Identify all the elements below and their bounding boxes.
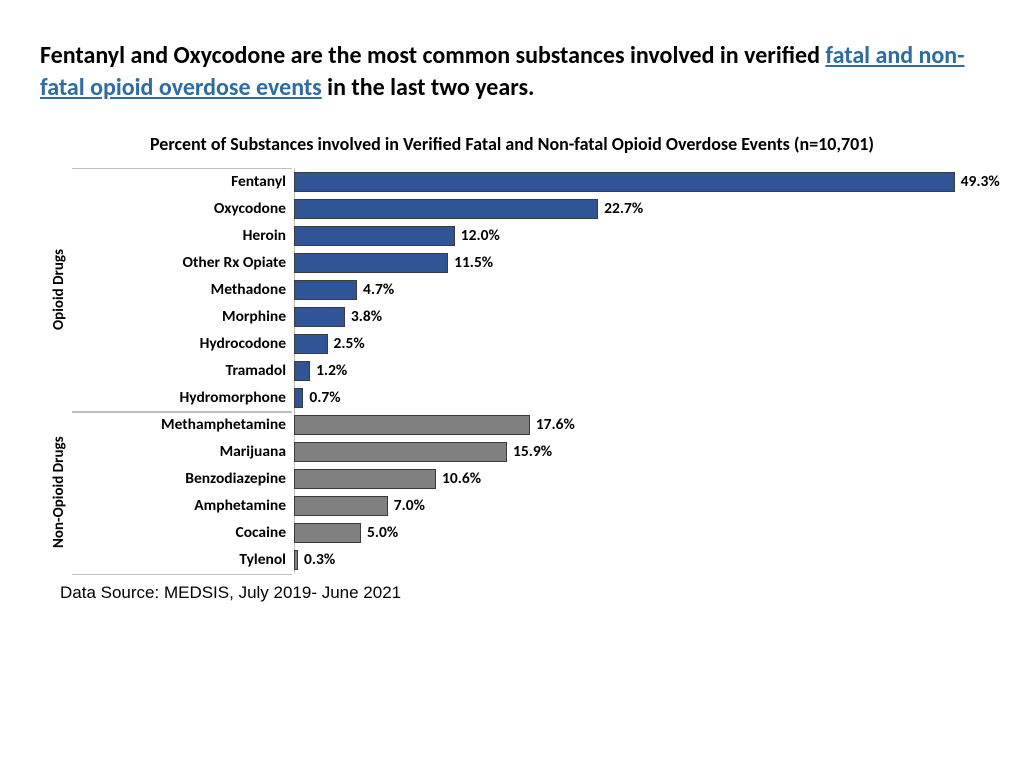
bar: [294, 226, 455, 246]
bar-container: 49.3%: [294, 172, 984, 192]
group-divider: [72, 168, 292, 413]
bar: [294, 253, 448, 273]
value-label: 4.7%: [357, 280, 394, 300]
value-label: 3.8%: [345, 307, 382, 327]
group-label: Opioid Drugs: [50, 168, 68, 411]
bar-container: 12.0%: [294, 226, 984, 246]
value-label: 1.2%: [310, 361, 347, 381]
bar-container: 22.7%: [294, 199, 984, 219]
bar-container: 17.6%: [294, 415, 984, 435]
value-label: 2.5%: [328, 334, 365, 354]
value-label: 0.7%: [303, 388, 340, 408]
bar: [294, 523, 361, 543]
bar: [294, 280, 357, 300]
data-source: Data Source: MEDSIS, July 2019- June 202…: [60, 583, 984, 603]
value-label: 12.0%: [455, 226, 500, 246]
bar: [294, 415, 530, 435]
value-label: 49.3%: [955, 172, 1000, 192]
value-label: 0.3%: [298, 550, 335, 570]
bar: [294, 442, 507, 462]
chart-title: Percent of Substances involved in Verifi…: [122, 133, 902, 156]
value-label: 5.0%: [361, 523, 398, 543]
value-label: 17.6%: [530, 415, 575, 435]
bar-container: 7.0%: [294, 496, 984, 516]
bar: [294, 199, 598, 219]
bar: [294, 307, 345, 327]
bar-container: 0.7%: [294, 388, 984, 408]
value-label: 7.0%: [388, 496, 425, 516]
bar-container: 11.5%: [294, 253, 984, 273]
group-divider: [72, 411, 292, 575]
value-label: 10.6%: [436, 469, 481, 489]
headline-pre: Fentanyl and Oxycodone are the most comm…: [40, 41, 825, 70]
bar-container: 15.9%: [294, 442, 984, 462]
value-label: 11.5%: [448, 253, 493, 273]
bar-container: 0.3%: [294, 550, 984, 570]
bar-container: 5.0%: [294, 523, 984, 543]
bar: [294, 469, 436, 489]
bar-container: 2.5%: [294, 334, 984, 354]
value-label: 22.7%: [598, 199, 643, 219]
bar-chart: Fentanyl49.3%Oxycodone22.7%Heroin12.0%Ot…: [60, 168, 984, 573]
bar: [294, 496, 388, 516]
bar: [294, 172, 955, 192]
value-label: 15.9%: [507, 442, 552, 462]
bar-container: 10.6%: [294, 469, 984, 489]
bar: [294, 334, 328, 354]
page-headline: Fentanyl and Oxycodone are the most comm…: [40, 40, 984, 105]
bar: [294, 361, 310, 381]
bar-container: 3.8%: [294, 307, 984, 327]
bar-container: 4.7%: [294, 280, 984, 300]
headline-post: in the last two years.: [322, 73, 535, 102]
group-label: Non-Opioid Drugs: [50, 411, 68, 573]
bar: [294, 388, 303, 408]
bar-container: 1.2%: [294, 361, 984, 381]
